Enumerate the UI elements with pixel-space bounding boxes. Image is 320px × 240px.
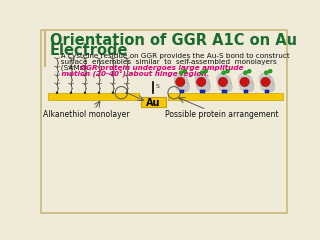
- Circle shape: [240, 77, 249, 87]
- Bar: [222, 90, 227, 93]
- Text: (SAMs).: (SAMs).: [54, 65, 91, 72]
- Text: A cysteine residue on GGR provides the Au-S bond to construct: A cysteine residue on GGR provides the A…: [54, 54, 290, 60]
- Ellipse shape: [201, 81, 211, 92]
- Text: motion (20-40°) about hinge region.: motion (20-40°) about hinge region.: [54, 71, 209, 78]
- Bar: [222, 91, 227, 94]
- Circle shape: [264, 71, 268, 75]
- Ellipse shape: [265, 81, 275, 92]
- Ellipse shape: [196, 75, 210, 92]
- Ellipse shape: [238, 73, 249, 85]
- Circle shape: [247, 69, 251, 73]
- Ellipse shape: [223, 81, 232, 92]
- Circle shape: [204, 69, 208, 73]
- Circle shape: [261, 77, 270, 87]
- Text: Orientation of GGR A1C on Au: Orientation of GGR A1C on Au: [50, 33, 297, 48]
- Circle shape: [112, 91, 114, 94]
- Ellipse shape: [195, 73, 206, 85]
- Bar: [168, 93, 283, 100]
- Circle shape: [176, 77, 185, 87]
- Text: Possible protein arrangement: Possible protein arrangement: [165, 110, 279, 120]
- Ellipse shape: [244, 81, 254, 92]
- Circle shape: [84, 91, 86, 94]
- Bar: [265, 90, 269, 93]
- Text: Alkanethiol monolayer: Alkanethiol monolayer: [43, 110, 130, 120]
- Circle shape: [98, 91, 100, 94]
- Circle shape: [126, 91, 128, 94]
- Ellipse shape: [239, 75, 253, 92]
- Circle shape: [196, 77, 206, 87]
- Ellipse shape: [174, 73, 185, 85]
- Text: Au: Au: [146, 98, 160, 108]
- Ellipse shape: [259, 73, 270, 85]
- Text: Electrode: Electrode: [50, 43, 129, 58]
- Circle shape: [183, 69, 187, 73]
- Text: GGR protein undergoes large amplitude: GGR protein undergoes large amplitude: [80, 65, 244, 71]
- Ellipse shape: [217, 73, 228, 85]
- Bar: [244, 90, 248, 93]
- Circle shape: [179, 71, 183, 75]
- Bar: [180, 91, 184, 94]
- Circle shape: [226, 69, 229, 73]
- Bar: [48, 93, 139, 100]
- Ellipse shape: [260, 75, 274, 92]
- Bar: [200, 90, 205, 93]
- Text: S: S: [156, 84, 159, 89]
- Circle shape: [268, 69, 272, 73]
- Ellipse shape: [180, 81, 190, 92]
- Bar: [180, 90, 184, 93]
- Ellipse shape: [217, 75, 231, 92]
- Circle shape: [222, 71, 226, 75]
- Text: surface  ensembles  similar  to  self-assembled  monolayers: surface ensembles similar to self-assemb…: [54, 59, 277, 65]
- Circle shape: [200, 71, 204, 75]
- Circle shape: [70, 91, 72, 94]
- Circle shape: [56, 91, 58, 94]
- Bar: [141, 97, 165, 107]
- Circle shape: [244, 71, 247, 75]
- Bar: [200, 91, 205, 94]
- Bar: [244, 91, 248, 94]
- Circle shape: [218, 77, 228, 87]
- Ellipse shape: [175, 75, 189, 92]
- Bar: [265, 91, 269, 94]
